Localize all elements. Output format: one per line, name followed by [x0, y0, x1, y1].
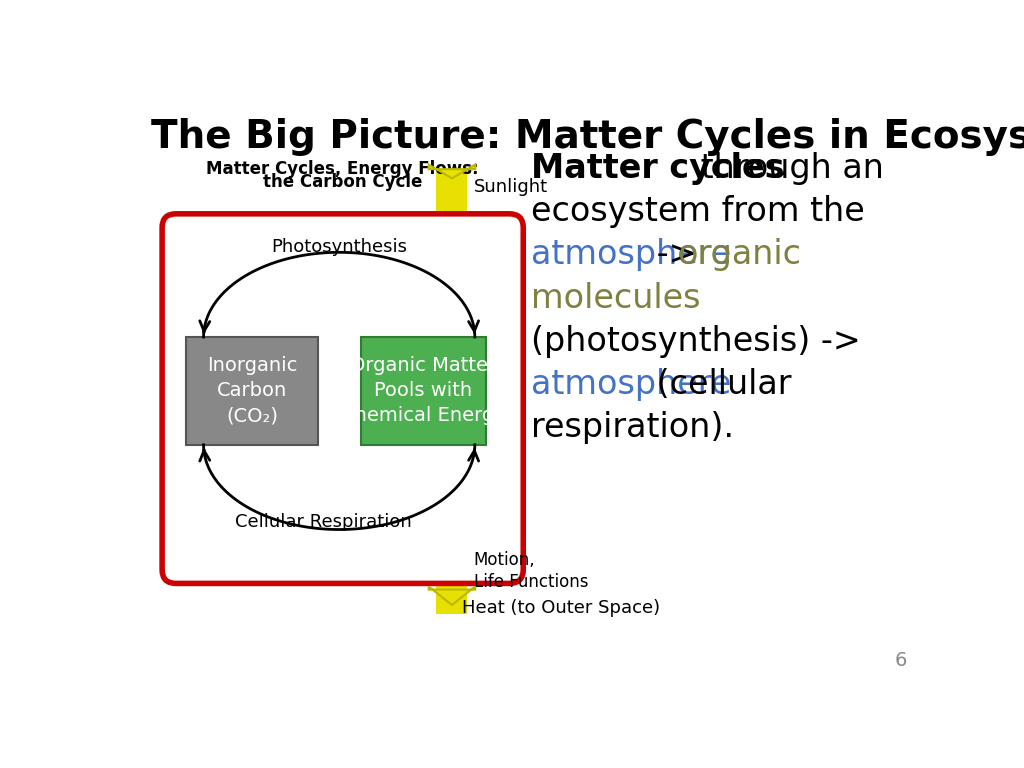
Bar [360, 337, 486, 445]
Text: Motion,
Life Functions: Motion, Life Functions [474, 551, 588, 591]
Bar [186, 337, 317, 445]
Text: organic: organic [677, 238, 801, 271]
Text: Photosynthesis: Photosynthesis [271, 238, 408, 257]
FancyArrow shape [429, 164, 475, 178]
Text: Matter cycles: Matter cycles [531, 152, 784, 185]
Polygon shape [381, 223, 524, 574]
Text: (photosynthesis) ->: (photosynthesis) -> [531, 325, 861, 358]
Text: the Carbon Cycle: the Carbon Cycle [263, 173, 422, 191]
Text: (cellular: (cellular [646, 368, 792, 401]
Text: atmosphere: atmosphere [531, 368, 731, 401]
Text: ecosystem from the: ecosystem from the [531, 195, 864, 228]
Text: respiration).: respiration). [531, 411, 734, 444]
Text: Inorganic
Carbon
(CO₂): Inorganic Carbon (CO₂) [207, 356, 297, 425]
Polygon shape [369, 545, 467, 577]
Text: Sunlight: Sunlight [474, 178, 548, 196]
Text: Matter Cycles, Energy Flows:: Matter Cycles, Energy Flows: [207, 160, 479, 178]
Bar [436, 570, 467, 614]
Text: Heat (to Outer Space): Heat (to Outer Space) [462, 599, 660, 617]
Bar [436, 171, 467, 227]
FancyBboxPatch shape [162, 214, 523, 584]
Text: Organic Matter
Pools with
Chemical Energy: Organic Matter Pools with Chemical Energ… [341, 356, 506, 425]
Text: ->: -> [646, 238, 707, 271]
Text: Cellular Respiration: Cellular Respiration [236, 513, 412, 531]
Polygon shape [369, 220, 467, 252]
Text: 6: 6 [895, 650, 907, 670]
Text: atmosphere: atmosphere [531, 238, 731, 271]
Text: The Big Picture: Matter Cycles in Ecosystems: The Big Picture: Matter Cycles in Ecosys… [152, 118, 1024, 156]
Text: through an: through an [690, 152, 884, 185]
Text: molecules: molecules [531, 282, 700, 315]
FancyArrow shape [429, 587, 475, 605]
